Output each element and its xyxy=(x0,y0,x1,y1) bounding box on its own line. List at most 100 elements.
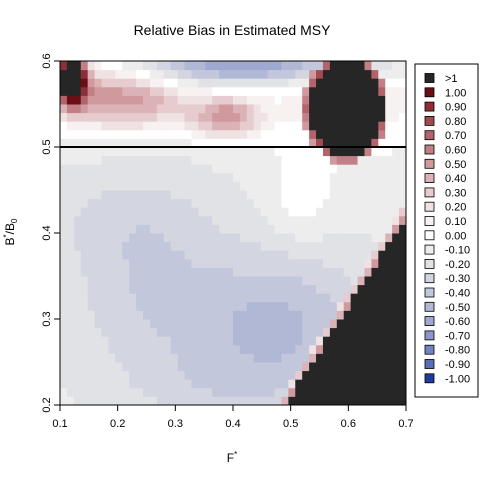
heatmap-cell xyxy=(205,224,213,234)
heatmap-cell xyxy=(239,362,248,372)
heatmap-cell xyxy=(94,396,103,406)
heatmap-cell xyxy=(226,362,234,372)
heatmap-cell xyxy=(329,190,338,200)
heatmap-cell xyxy=(212,327,220,337)
heatmap-cell xyxy=(239,241,248,251)
heatmap-cell xyxy=(143,258,151,268)
legend-label: 0.90 xyxy=(445,102,466,114)
heatmap-cell xyxy=(253,310,262,320)
heatmap-cell xyxy=(267,86,276,96)
heatmap-cell xyxy=(322,387,331,397)
heatmap-cell xyxy=(336,344,345,354)
heatmap-cell xyxy=(129,370,137,380)
heatmap-cell xyxy=(364,387,372,397)
heatmap-cell xyxy=(267,362,276,372)
heatmap-cell xyxy=(87,215,96,225)
heatmap-cell xyxy=(80,129,89,139)
heatmap-cell xyxy=(239,370,248,380)
heatmap-cell xyxy=(115,224,123,234)
heatmap-cell xyxy=(253,61,262,71)
heatmap-cell xyxy=(260,301,269,311)
heatmap-cell xyxy=(378,138,386,148)
heatmap-cell xyxy=(322,78,331,88)
heatmap-cell xyxy=(302,112,310,122)
heatmap-cell xyxy=(316,396,324,406)
heatmap-cell xyxy=(350,353,359,363)
heatmap-cell xyxy=(80,233,89,243)
heatmap-cell xyxy=(73,69,82,79)
heatmap-cell xyxy=(156,396,165,406)
heatmap-cell xyxy=(129,396,137,406)
heatmap-cell xyxy=(274,336,282,346)
heatmap-cell xyxy=(156,215,165,225)
heatmap-cell xyxy=(316,112,324,122)
heatmap-cell xyxy=(212,69,220,79)
heatmap-cell xyxy=(108,112,116,122)
heatmap-cell xyxy=(184,129,192,139)
heatmap-cell xyxy=(399,353,407,363)
heatmap-cell xyxy=(60,224,68,234)
heatmap-cell xyxy=(205,319,213,329)
heatmap-cell xyxy=(184,293,192,303)
heatmap-cell xyxy=(233,267,241,277)
heatmap-cell xyxy=(371,276,379,286)
heatmap-cell xyxy=(274,267,282,277)
heatmap-cell xyxy=(60,301,68,311)
heatmap-cell xyxy=(149,370,158,380)
heatmap-cell xyxy=(60,276,68,286)
heatmap-cell xyxy=(129,344,137,354)
heatmap-cell xyxy=(177,336,186,346)
heatmap-cell xyxy=(302,164,310,174)
heatmap-cell xyxy=(115,258,123,268)
heatmap-cell xyxy=(156,155,165,165)
heatmap-cell xyxy=(233,233,241,243)
heatmap-cell xyxy=(122,172,130,182)
heatmap-cell xyxy=(122,164,130,174)
heatmap-cell xyxy=(281,387,289,397)
heatmap-cell xyxy=(267,258,276,268)
heatmap-cell xyxy=(115,344,123,354)
heatmap-cell xyxy=(94,207,103,217)
heatmap-cell xyxy=(226,284,234,294)
heatmap-cell xyxy=(198,344,206,354)
heatmap-cell xyxy=(108,86,116,96)
heatmap-cell xyxy=(87,181,96,191)
heatmap-cell xyxy=(177,215,186,225)
heatmap-cell xyxy=(226,155,234,165)
heatmap-cell xyxy=(392,370,400,380)
heatmap-cell xyxy=(309,387,317,397)
heatmap-cell xyxy=(357,198,365,208)
heatmap-cell xyxy=(73,121,82,131)
heatmap-cell xyxy=(309,258,317,268)
heatmap-cell xyxy=(316,155,324,165)
heatmap-cell xyxy=(226,370,234,380)
heatmap-cell xyxy=(60,387,68,397)
heatmap-cell xyxy=(73,362,82,372)
heatmap-cell xyxy=(343,172,352,182)
heatmap-cell xyxy=(364,207,372,217)
heatmap-cell xyxy=(87,250,96,260)
heatmap-cell xyxy=(143,396,151,406)
heatmap-cell xyxy=(226,241,234,251)
heatmap-cell xyxy=(136,284,144,294)
heatmap-cell xyxy=(122,293,130,303)
heatmap-cell xyxy=(163,172,172,182)
heatmap-cell xyxy=(136,258,144,268)
heatmap-cell xyxy=(253,147,262,157)
heatmap-cell xyxy=(239,181,248,191)
heatmap-cell xyxy=(253,190,262,200)
heatmap-cell xyxy=(184,241,192,251)
heatmap-cell xyxy=(136,112,144,122)
heatmap-cell xyxy=(191,233,199,243)
heatmap-cell xyxy=(60,164,68,174)
heatmap-cell xyxy=(281,267,289,277)
heatmap-cell xyxy=(149,190,158,200)
heatmap-cell xyxy=(136,336,144,346)
heatmap-cell xyxy=(253,387,262,397)
heatmap-cell xyxy=(288,224,296,234)
heatmap-cell xyxy=(233,336,241,346)
heatmap-cell xyxy=(316,258,324,268)
heatmap-cell xyxy=(281,310,289,320)
heatmap-cell xyxy=(343,121,352,131)
heatmap-cell xyxy=(60,336,68,346)
